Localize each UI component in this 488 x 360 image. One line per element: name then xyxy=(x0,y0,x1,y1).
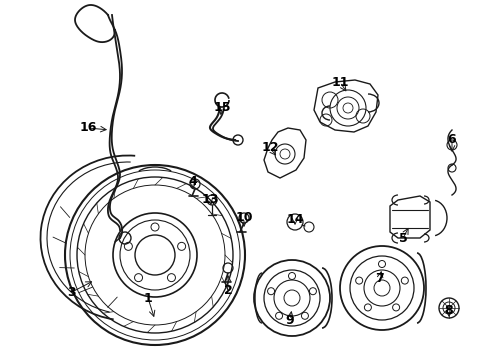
Text: 8: 8 xyxy=(444,303,452,316)
Text: 11: 11 xyxy=(330,76,348,89)
Text: 16: 16 xyxy=(79,121,97,135)
Text: 15: 15 xyxy=(213,102,230,114)
Text: 7: 7 xyxy=(375,271,384,284)
Text: 2: 2 xyxy=(223,284,232,297)
Text: 6: 6 xyxy=(447,134,455,147)
Polygon shape xyxy=(389,196,429,238)
Polygon shape xyxy=(264,128,305,178)
Text: 13: 13 xyxy=(201,193,218,207)
Text: 3: 3 xyxy=(67,285,76,298)
Text: 9: 9 xyxy=(285,314,294,327)
Circle shape xyxy=(65,165,244,345)
Text: 1: 1 xyxy=(143,292,152,305)
Text: 5: 5 xyxy=(398,231,407,244)
Text: 12: 12 xyxy=(261,141,278,154)
Text: 10: 10 xyxy=(235,211,252,225)
Text: 14: 14 xyxy=(285,213,303,226)
Text: 4: 4 xyxy=(188,175,197,189)
Polygon shape xyxy=(313,80,377,132)
